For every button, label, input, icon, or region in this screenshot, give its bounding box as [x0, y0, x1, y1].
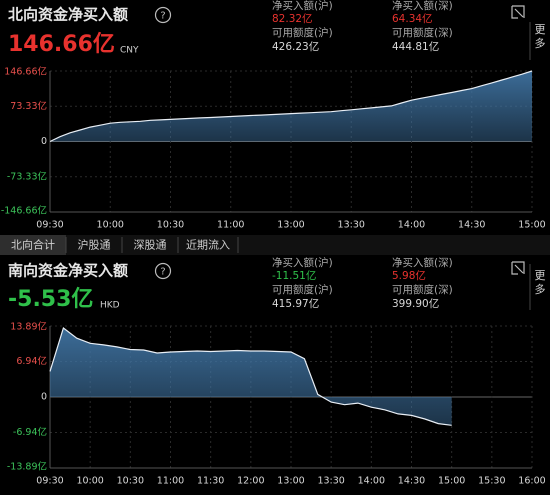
- x-tick-label: 13:30: [317, 476, 344, 487]
- tab[interactable]: 北向合计: [11, 238, 55, 252]
- x-tick-label: 09:30: [36, 220, 63, 231]
- x-tick-label: 15:00: [438, 476, 465, 487]
- y-tick-label: 6.94亿: [16, 355, 47, 367]
- stat-value: 415.97亿: [272, 297, 319, 310]
- more-button[interactable]: 多: [535, 36, 546, 50]
- panel-title: 南向资金净买入额: [8, 262, 128, 280]
- south-header: 南向资金净买入额 ? -5.53亿 HKD 净买入额(沪) -11.51亿 净买…: [8, 256, 546, 312]
- chart: 13.89亿 6.94亿 0 -6.94亿 -13.89亿 09:30 10:00 10:30…: [7, 321, 546, 487]
- stat-value: 82.32亿: [272, 12, 313, 25]
- expand-icon[interactable]: [511, 261, 525, 275]
- x-tick-label: 16:00: [518, 476, 545, 487]
- x-tick-label: 15:30: [478, 476, 505, 487]
- more-button[interactable]: 更: [535, 269, 546, 282]
- stat-label: 净买入额(深): [392, 256, 453, 269]
- y-tick-label: 0: [41, 136, 47, 147]
- tab[interactable]: 近期流入: [186, 238, 230, 252]
- tab[interactable]: 深股通: [134, 239, 167, 252]
- stat-label: 净买入额(沪): [272, 256, 333, 269]
- x-tick-label: 12:00: [237, 476, 264, 487]
- tabs: 北向合计 沪股通 深股通 近期流入: [0, 235, 550, 255]
- y-tick-label: 13.89亿: [10, 321, 47, 333]
- y-tick-label: 0: [41, 392, 47, 403]
- x-tick-label: 14:30: [458, 220, 485, 231]
- x-tick-label: 10:30: [117, 476, 144, 487]
- stat-value: 64.34亿: [392, 12, 433, 25]
- stat-value: 426.23亿: [272, 40, 319, 53]
- y-tick-label: -73.33亿: [7, 170, 47, 182]
- tab-active[interactable]: [0, 235, 66, 255]
- x-tick-label: 14:00: [358, 476, 385, 487]
- y-tick-label: -13.89亿: [7, 461, 47, 473]
- help-mark[interactable]: ?: [160, 11, 165, 22]
- tab-bar: [0, 235, 550, 255]
- panel-title: 北向资金净买入额: [8, 6, 128, 24]
- stat-label: 可用额度(深): [392, 283, 453, 296]
- line: [49, 70, 533, 143]
- x-tick-label: 10:00: [76, 476, 103, 487]
- area: [50, 328, 452, 426]
- expand-icon[interactable]: [511, 5, 525, 19]
- x-tick-label: 13:30: [338, 220, 365, 231]
- x-tick-label: 15:00: [518, 220, 545, 231]
- x-tick-label: 13:00: [277, 476, 304, 487]
- x-tick-label: 11:00: [217, 220, 244, 231]
- x-tick-label: 11:00: [157, 476, 184, 487]
- currency: HKD: [100, 301, 120, 311]
- area: [50, 71, 532, 142]
- more-button[interactable]: 更: [535, 23, 546, 36]
- x-tick-label: 14:30: [398, 476, 425, 487]
- stat-label: 可用额度(沪): [272, 26, 333, 39]
- chart: 146.66亿 73.33亿 0 -73.33亿 -146.66亿 09:30 10:00 1…: [1, 66, 546, 231]
- stat-value: 5.98亿: [392, 269, 426, 282]
- x-tick-label: 11:30: [197, 476, 224, 487]
- more-button[interactable]: 多: [535, 282, 546, 296]
- y-tick-label: 146.66亿: [4, 66, 47, 78]
- x-tick-label: 10:00: [97, 220, 124, 231]
- help-icon[interactable]: [154, 262, 172, 280]
- y-tick-label: -6.94亿: [13, 426, 47, 438]
- line: [49, 327, 452, 426]
- help-icon[interactable]: [154, 6, 172, 24]
- stat-value: 399.90亿: [392, 297, 439, 310]
- y-tick-label: 73.33亿: [10, 100, 47, 112]
- help-mark[interactable]: ?: [160, 267, 165, 278]
- stat-value: -11.51亿: [272, 269, 316, 282]
- net-value: 146.66亿: [8, 32, 115, 57]
- x-tick-label: 09:30: [36, 476, 63, 487]
- net-value: -5.53亿: [8, 287, 93, 312]
- stat-value: 444.81亿: [392, 40, 439, 53]
- stat-label: 净买入额(沪): [272, 0, 333, 12]
- tab[interactable]: 沪股通: [78, 238, 111, 252]
- x-tick-label: 13:00: [277, 220, 304, 231]
- currency: CNY: [120, 46, 139, 56]
- x-tick-label: 14:00: [398, 220, 425, 231]
- north-header: 北向资金净买入额 ? 146.66亿 CNY 净买入额(沪) 82.32亿 净买…: [8, 0, 546, 60]
- x-tick-label: 10:30: [157, 220, 184, 231]
- y-tick-label: -146.66亿: [1, 205, 47, 217]
- stat-label: 可用额度(深): [392, 26, 453, 39]
- stat-label: 净买入额(深): [392, 0, 453, 12]
- stat-label: 可用额度(沪): [272, 283, 333, 296]
